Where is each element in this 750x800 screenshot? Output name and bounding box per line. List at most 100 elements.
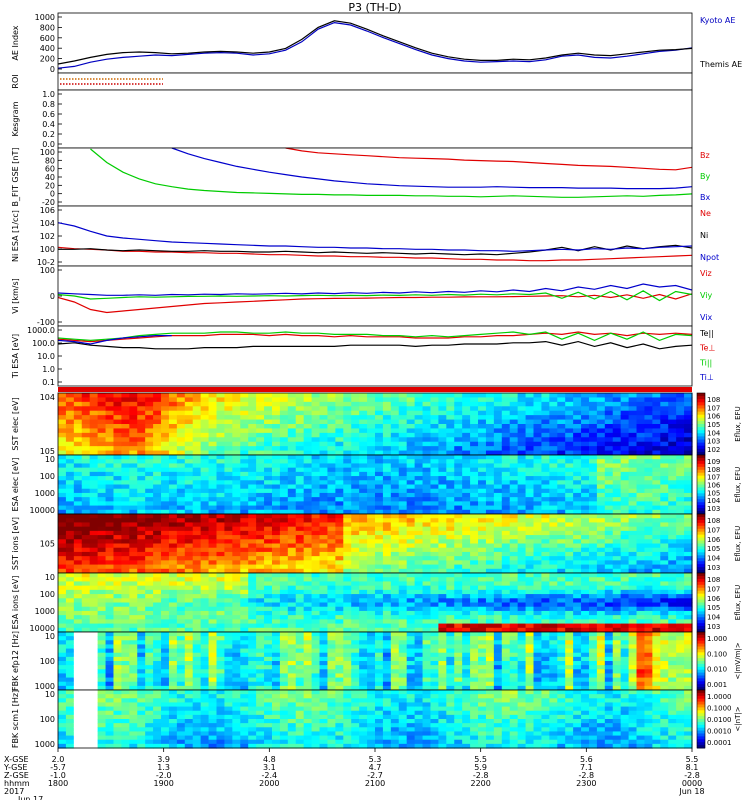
heatmap-cell: [446, 492, 455, 498]
heatmap-cell: [137, 467, 146, 473]
heatmap-cell: [367, 598, 376, 604]
heatmap-cell: [422, 397, 432, 403]
heatmap-cell: [628, 437, 638, 443]
heatmap-cell: [628, 543, 638, 549]
heatmap-cell: [58, 406, 67, 412]
heatmap-cell: [168, 632, 178, 637]
heatmap-cell: [375, 401, 384, 407]
heatmap-cell: [121, 661, 130, 666]
heatmap-cell: [533, 450, 543, 456]
heatmap-cell: [89, 644, 99, 650]
heatmap-cell: [153, 419, 162, 425]
heatmap-cell: [224, 419, 233, 425]
heatmap-cell: [311, 539, 321, 545]
heatmap-cell: [240, 410, 249, 416]
heatmap-cell: [343, 615, 352, 620]
heatmap-cell: [184, 467, 194, 473]
heatmap-cell: [89, 577, 99, 583]
heatmap-cell: [549, 526, 558, 532]
heatmap-cell: [581, 432, 590, 438]
heatmap-cell: [446, 450, 455, 456]
heatmap-cell: [319, 623, 329, 629]
heatmap-cell: [192, 522, 202, 528]
heatmap-cell: [438, 467, 447, 473]
heatmap-cell: [525, 441, 535, 447]
heatmap-cell: [676, 602, 685, 608]
heatmap-cell: [470, 560, 479, 566]
colorbar-segment: [697, 399, 705, 403]
heatmap-cell: [351, 514, 360, 519]
heatmap-cell: [493, 450, 503, 456]
heatmap-cell: [422, 535, 432, 540]
heatmap-cell: [588, 560, 598, 566]
heatmap-cell: [390, 610, 400, 616]
heatmap-cell: [224, 619, 233, 625]
heatmap-cell: [113, 463, 122, 469]
heatmap-cell: [279, 619, 289, 625]
heatmap-cell: [565, 581, 574, 587]
heatmap-cell: [105, 632, 115, 637]
heatmap-cell: [462, 459, 471, 465]
heatmap-cell: [97, 505, 107, 511]
heatmap-cell: [406, 518, 416, 524]
heatmap-cell: [129, 543, 138, 549]
heatmap-cell: [73, 459, 83, 465]
heatmap-cell: [573, 615, 582, 620]
heatmap-cell: [113, 441, 122, 447]
heatmap-cell: [256, 615, 265, 620]
heatmap-cell: [398, 535, 408, 540]
heatmap-cell: [359, 428, 368, 434]
heatmap-cell: [208, 415, 218, 421]
heatmap-cell: [137, 677, 146, 683]
heatmap-cell: [89, 401, 99, 407]
heatmap-cell: [168, 669, 178, 675]
heatmap-cell: [652, 598, 661, 604]
heatmap-cell: [438, 610, 447, 616]
heatmap-cell: [493, 615, 503, 620]
heatmap-cell: [478, 530, 487, 536]
heatmap-cell: [628, 497, 638, 502]
heatmap-cell: [406, 619, 416, 625]
heatmap-cell: [620, 401, 630, 407]
heatmap-cell: [636, 432, 646, 438]
heatmap-cell: [65, 556, 75, 561]
heatmap-cell: [485, 627, 495, 633]
heatmap-cell: [216, 476, 226, 481]
heatmap-cell: [390, 602, 400, 608]
heatmap-cell: [335, 501, 344, 507]
heatmap-cell: [684, 535, 693, 540]
heatmap-cell: [501, 476, 511, 481]
heatmap-cell: [382, 492, 392, 498]
heatmap-cell: [176, 393, 186, 399]
heatmap-cell: [525, 505, 535, 511]
heatmap-cell: [454, 509, 463, 515]
heatmap-cell: [58, 446, 67, 452]
heatmap-cell: [430, 577, 439, 583]
heatmap-cell: [145, 450, 154, 456]
heatmap-cell: [81, 661, 91, 666]
heatmap-cell: [137, 432, 146, 438]
heatmap-cell: [517, 437, 527, 443]
heatmap-cell: [89, 415, 99, 421]
heatmap-cell: [200, 459, 210, 465]
heatmap-cell: [454, 393, 463, 399]
heatmap-cell: [628, 432, 638, 438]
heatmap-cell: [200, 551, 210, 557]
heatmap-cell: [517, 505, 527, 511]
heatmap-cell: [620, 467, 630, 473]
heatmap-cell: [105, 419, 115, 425]
heatmap-cell: [581, 450, 590, 456]
colorbar-segment: [697, 402, 705, 406]
heatmap-cell: [200, 581, 210, 587]
heatmap-cell: [533, 560, 543, 566]
heatmap-cell: [97, 406, 107, 412]
heatmap-cell: [359, 514, 368, 519]
heatmap-cell: [462, 432, 471, 438]
heatmap-cell: [295, 518, 305, 524]
heatmap-cell: [644, 410, 653, 416]
heatmap-cell: [478, 397, 487, 403]
heatmap-cell: [224, 514, 233, 519]
heatmap-cell: [644, 467, 653, 473]
heatmap-cell: [65, 669, 75, 675]
